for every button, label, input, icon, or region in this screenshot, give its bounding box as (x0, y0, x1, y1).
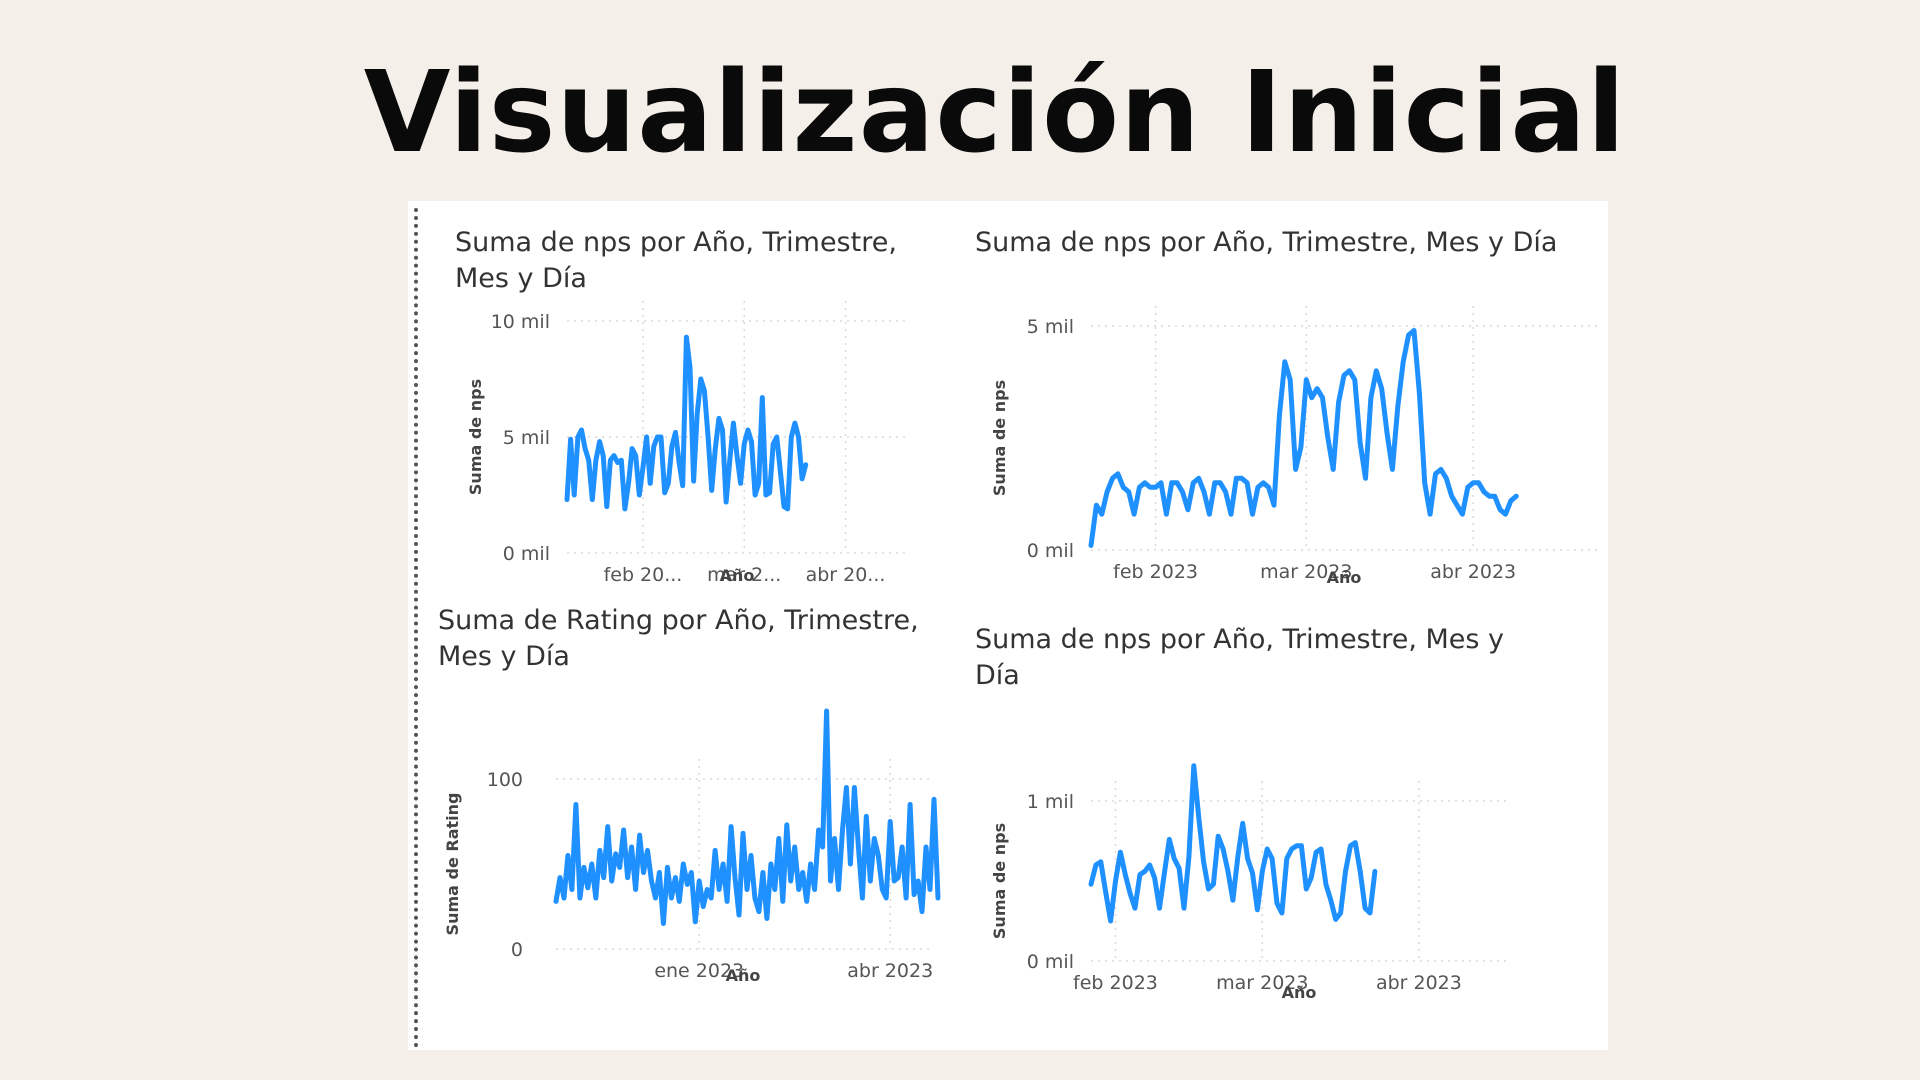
x-axis-label: Año (1282, 983, 1317, 1002)
y-axis-label: Suma de nps (990, 823, 1009, 939)
y-axis-label: Suma de nps (990, 380, 1009, 496)
x-axis-label: Año (726, 966, 761, 985)
series-line (1088, 763, 1378, 924)
series-line (564, 334, 809, 512)
chart-nps-top-left: Suma de nps por Año, Trimestre, Mes y Dí… (455, 225, 925, 605)
series-line (1088, 328, 1519, 548)
chart-svg: 0 mil 5 mil 10 mil feb 20... mar 2... abr 20.… (466, 301, 907, 586)
x-tick-label: mar 2... (707, 564, 781, 586)
chart-svg: 0 mil 1 mil feb 2023 mar 2023 abr 2023 Año Sum… (990, 763, 1507, 1002)
y-axis-label: Suma de nps (466, 379, 485, 495)
y-axis-label: Suma de Rating (443, 793, 462, 936)
x-tick-label: abr 2023 (847, 960, 933, 982)
panel-dotted-border (414, 208, 418, 1048)
x-tick-label: ene 2023 (654, 960, 744, 982)
y-tick-label: 0 mil (1027, 540, 1074, 562)
chart-title: Suma de Rating por Año, Trimestre, Mes y… (438, 605, 919, 672)
x-tick-label: feb 20... (604, 564, 683, 586)
y-tick-label: 1 mil (1027, 791, 1074, 813)
page-title: Visualización Inicial (363, 48, 1627, 178)
x-tick-label: abr 20... (806, 564, 886, 586)
chart-nps-top-right: Suma de nps por Año, Trimestre, Mes y Dí… (975, 225, 1597, 615)
y-tick-label: 0 (511, 939, 523, 961)
x-tick-label: feb 2023 (1113, 561, 1198, 583)
x-tick-label: abr 2023 (1376, 972, 1462, 994)
y-tick-label: 0 mil (1027, 951, 1074, 973)
y-tick-label: 0 mil (503, 543, 550, 565)
x-axis-label: Año (1327, 568, 1362, 587)
x-tick-label: abr 2023 (1430, 561, 1516, 583)
chart-svg: 0 mil 5 mil feb 2023 mar 2023 abr 2023 Año Sum… (990, 306, 1597, 587)
chart-nps-bottom-right: Suma de nps por Año, Trimestre, Mes y Dí… (975, 622, 1535, 1032)
y-tick-label: 100 (487, 769, 523, 791)
chart-svg: 0 100 ene 2023 abr 2023 Año Suma de Rating (443, 708, 941, 985)
chart-title: Suma de nps por Año, Trimestre, Mes y Dí… (975, 624, 1505, 691)
x-tick-label: mar 2023 (1260, 561, 1352, 583)
x-tick-label: mar 2023 (1216, 972, 1308, 994)
series-line (553, 708, 941, 926)
chart-rating-bottom-left: Suma de Rating por Año, Trimestre, Mes y… (438, 603, 941, 1023)
y-tick-label: 5 mil (1027, 316, 1074, 338)
y-tick-label: 10 mil (491, 311, 550, 333)
x-tick-label: feb 2023 (1073, 972, 1158, 994)
y-tick-label: 5 mil (503, 427, 550, 449)
chart-title: Suma de nps por Año, Trimestre, Mes y Dí… (975, 227, 1558, 258)
x-axis-label: Año (720, 566, 755, 585)
chart-title: Suma de nps por Año, Trimestre, Mes y Dí… (455, 227, 897, 294)
